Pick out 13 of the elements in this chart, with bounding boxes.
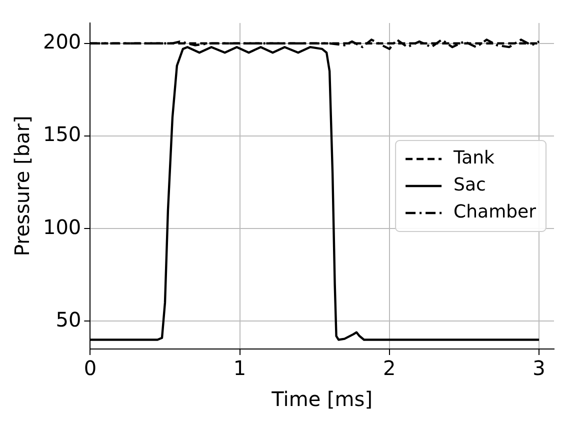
x-tick-label: 3 — [532, 356, 546, 380]
legend-label: Sac — [454, 174, 486, 196]
x-tick-label: 0 — [84, 356, 97, 380]
y-tick-label: 50 — [56, 307, 82, 332]
x-axis-title: Time [ms] — [270, 387, 372, 412]
legend-label: Chamber — [454, 202, 537, 223]
y-tick-label: 200 — [42, 30, 82, 54]
y-tick-label: 100 — [42, 214, 82, 239]
y-axis-title: Pressure [bar] — [10, 116, 34, 256]
legend-label: Tank — [452, 148, 496, 169]
x-tick-label: 1 — [233, 356, 246, 380]
y-tick-label: 150 — [42, 122, 82, 146]
x-tick-label: 2 — [383, 356, 396, 380]
